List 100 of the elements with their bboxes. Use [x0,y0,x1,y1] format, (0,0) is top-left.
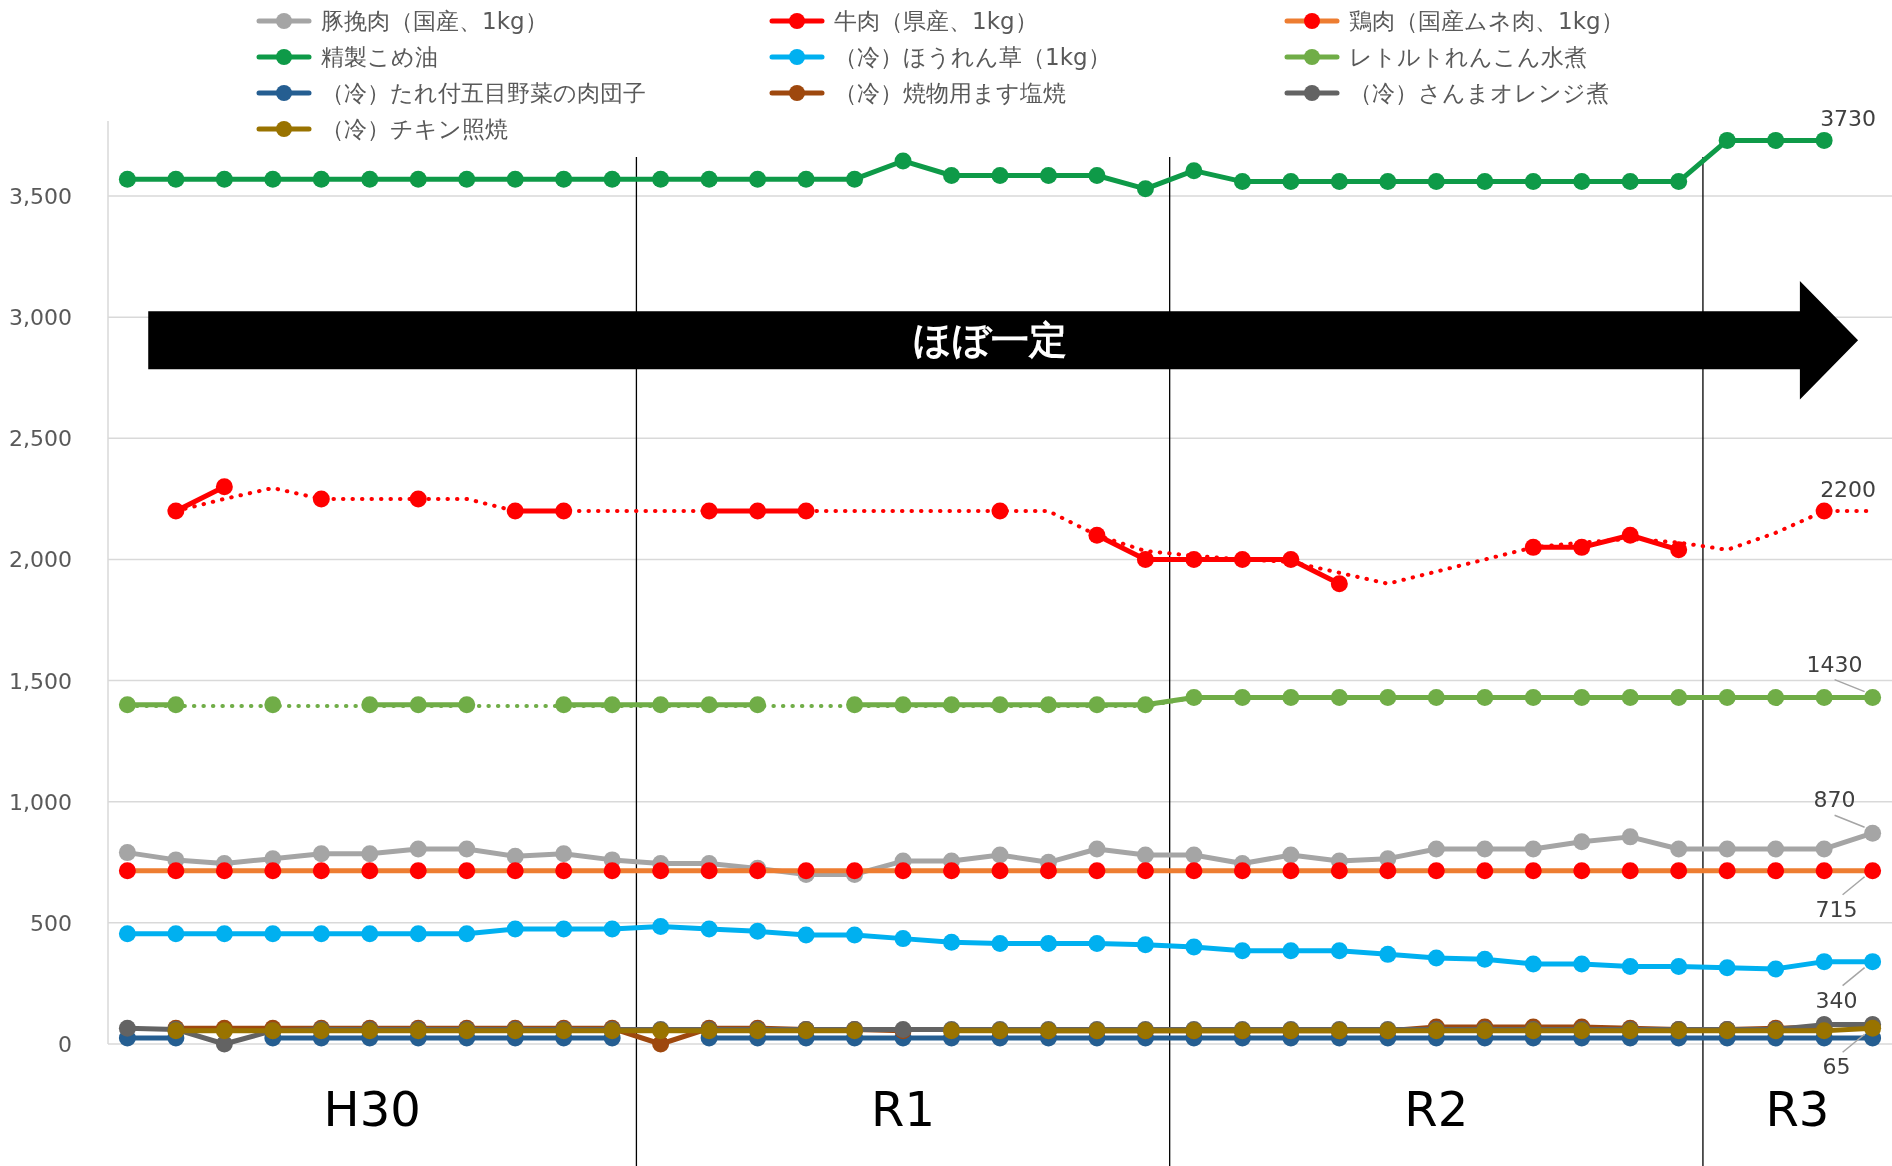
point [1573,173,1591,191]
point [700,696,718,714]
point [264,862,282,880]
y-tick-label: 0 [58,1032,72,1057]
point [1039,862,1057,880]
y-tick-label: 3,000 [9,305,72,331]
point [1573,538,1591,556]
point [1282,173,1300,191]
point [312,925,330,943]
point [118,170,136,188]
point [1815,131,1833,149]
point [1136,180,1154,198]
point [1767,862,1785,880]
point [361,925,379,943]
point [1476,950,1494,968]
point [1088,526,1106,544]
text: R1 [871,1081,935,1137]
point [603,696,621,714]
point [506,920,524,938]
point [1815,953,1833,971]
point [894,930,912,948]
legend-label: （冷）たれ付五目野菜の肉団子 [321,80,646,106]
point [1718,959,1736,977]
point [603,920,621,938]
legend-label: （冷）チキン照焼 [321,116,508,142]
point [555,920,573,938]
point [1185,862,1203,880]
point [458,170,476,188]
point [943,933,961,951]
point [1233,942,1251,960]
legend-label: 豚挽肉（国産、1kg） [321,8,548,34]
point [1718,689,1736,707]
point [361,845,379,863]
point [1427,862,1445,880]
y-tick-label: 2,000 [9,547,72,573]
point [555,696,573,714]
point [1718,131,1736,149]
point [1233,173,1251,191]
point [1524,173,1542,191]
point [700,170,718,188]
point [1621,526,1639,544]
point [555,845,573,863]
point [312,862,330,880]
point [1379,862,1397,880]
point [215,170,233,188]
point [797,502,815,520]
point [1621,173,1639,191]
point [1185,162,1203,180]
point [797,170,815,188]
point [991,167,1009,185]
point [1185,846,1203,864]
point [1088,840,1106,858]
point [1282,550,1300,568]
point [1039,167,1057,185]
point [458,840,476,858]
point [1767,960,1785,978]
point [1767,840,1785,858]
data-label: 2200 [1820,477,1877,503]
point [1185,938,1203,956]
point [409,840,427,858]
point [118,696,136,714]
point [1573,833,1591,851]
point [1088,934,1106,952]
point [1233,550,1251,568]
point [652,862,670,880]
point [1136,550,1154,568]
point [749,922,767,940]
y-tick-label: 1,000 [9,789,72,815]
point [118,862,136,880]
point [1427,173,1445,191]
point [1088,862,1106,880]
data-label: 1430 [1806,651,1863,677]
point [1621,957,1639,975]
point [1573,689,1591,707]
point [264,696,282,714]
y-tick-label: 3,500 [9,184,72,210]
point [1670,173,1688,191]
point [167,502,185,520]
point [1136,936,1154,954]
point [894,862,912,880]
legend-label: 鶏肉（国産ムネ肉、1kg） [1349,8,1624,34]
text: R3 [1765,1081,1830,1137]
point [991,862,1009,880]
point [1718,862,1736,880]
point [603,862,621,880]
point [1621,828,1639,846]
y-tick-label: 500 [30,910,72,936]
point [1233,689,1251,707]
point [1670,689,1688,707]
legend-label: （冷）焼物用ます塩焼 [834,80,1066,106]
point [1815,840,1833,858]
point [1282,862,1300,880]
point [1573,862,1591,880]
point [555,170,573,188]
point [215,862,233,880]
point [1039,934,1057,952]
point [1185,689,1203,707]
y-tick-label: 1,500 [9,668,72,694]
point [1476,689,1494,707]
point [1524,862,1542,880]
